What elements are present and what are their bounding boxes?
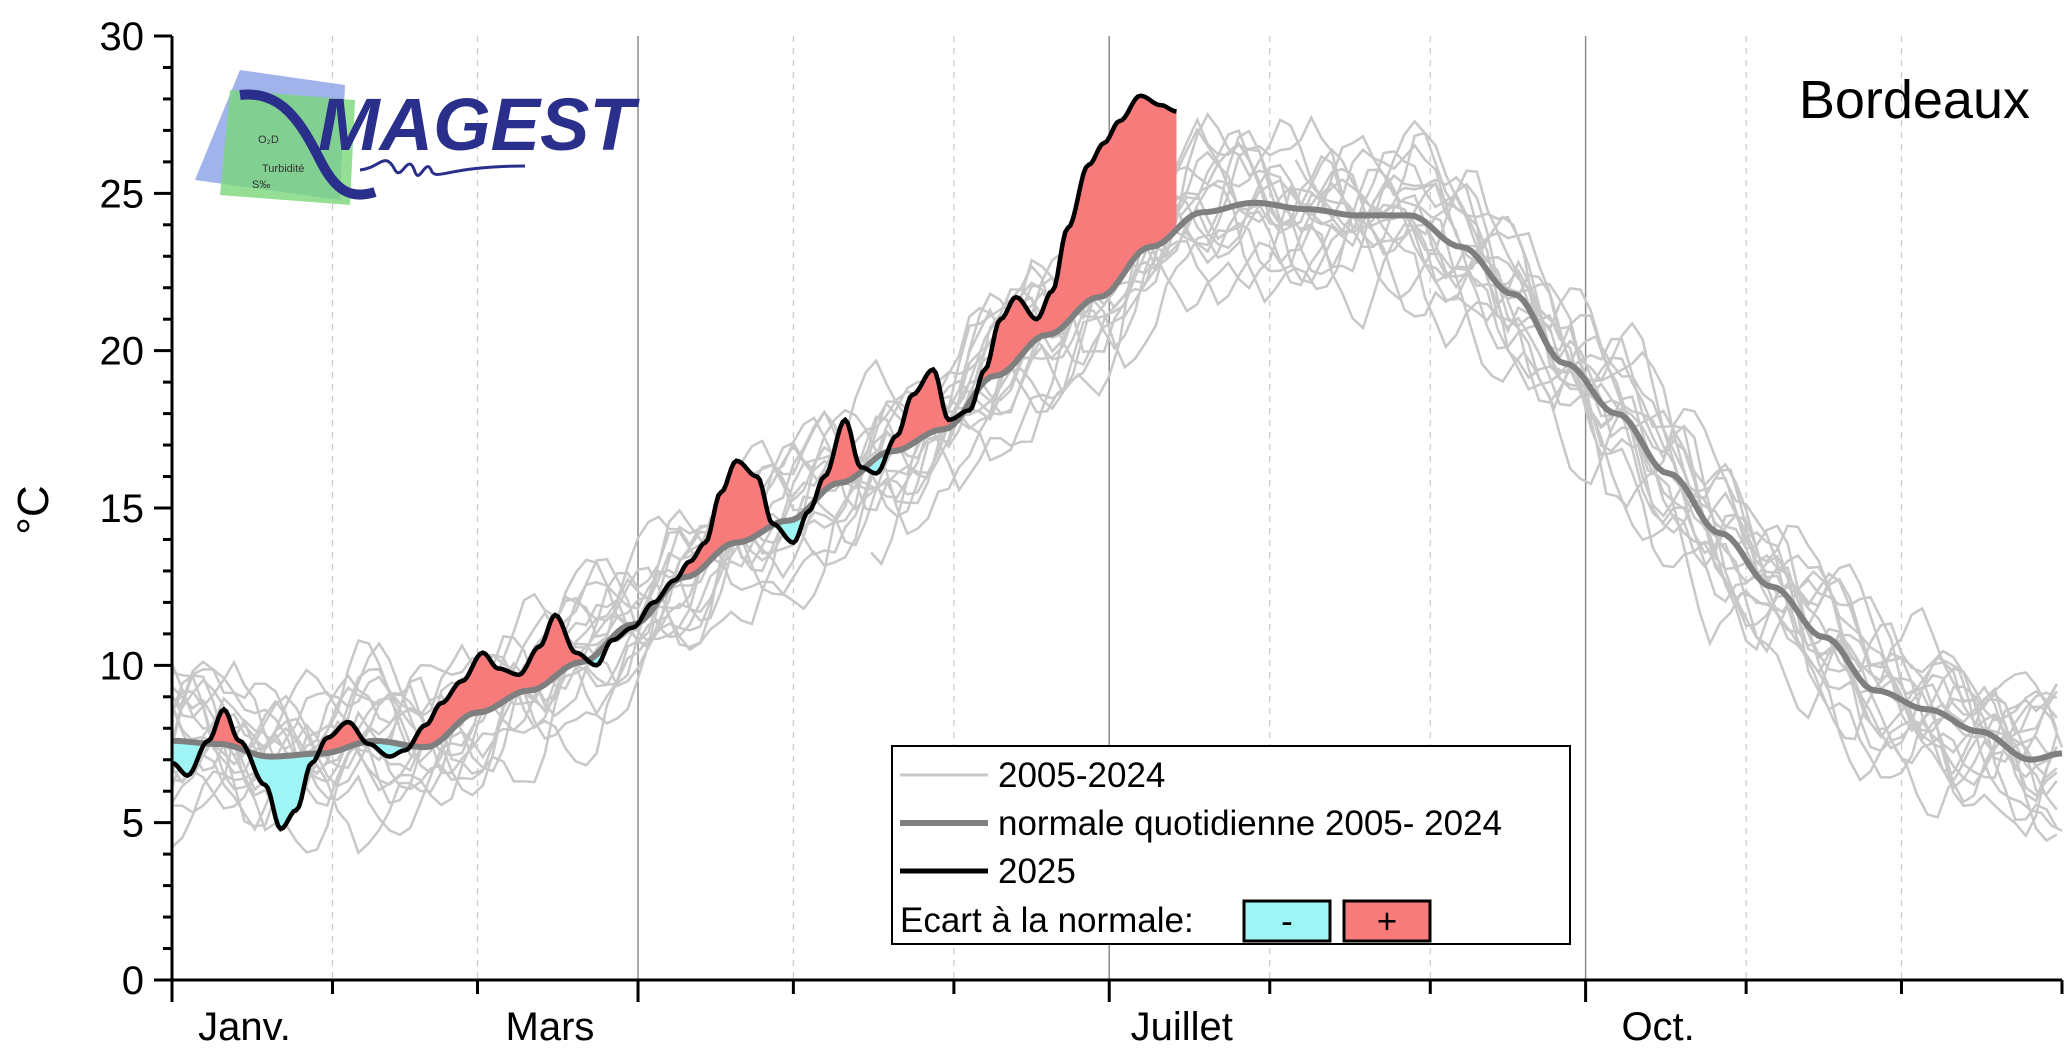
y-tick-label: 15 [100,487,145,531]
normal-line [172,199,2063,763]
legend-label-deviation: Ecart à la normale: [900,901,1194,940]
legend-swatch-negative [1242,899,1332,943]
y-tick-label: 25 [100,172,145,216]
chart-title: Bordeaux [1799,70,2030,130]
current-line [171,93,1177,832]
historical-line [870,168,2064,819]
legend-label-current: 2025 [998,852,1076,891]
legend-label-historical: 2005-2024 [998,756,1165,795]
positive-deviation-area [319,722,364,754]
x-tick-label: Oct. [1621,1005,1694,1049]
positive-deviation-area [977,95,1177,391]
legend-label-normal: normale quotidienne 2005- 2024 [998,804,1502,843]
historical-line [170,112,2058,832]
legend-swatch-positive [1342,899,1432,943]
logo-text: MAGEST [318,83,640,166]
legend-symbol-positive: + [1377,902,1397,941]
legend-box [891,745,1571,945]
logo-label-salinity: S‰ [252,179,270,191]
y-tick-label: 20 [100,330,145,374]
x-tick-label: Juillet [1131,1005,1233,1049]
historical-line [170,129,2059,854]
historical-line [171,128,2058,815]
legend: 2005-2024 normale quotidienne 2005- 2024… [891,745,1571,945]
x-tick-label: Janv. [198,1005,291,1049]
negative-deviation-area [249,752,317,829]
y-tick-label: 5 [122,802,144,846]
current-series-2025 [171,93,1177,832]
logo-label-o2d: O₂D [258,134,279,146]
y-axis-label: °C [9,485,58,534]
x-tick-label: Mars [506,1005,595,1049]
normal-series [172,199,2063,763]
y-tick-label: 10 [100,644,145,688]
legend-symbol-negative: - [1281,902,1293,941]
positive-deviation-area [889,369,962,452]
logo-label-turbidite: Turbidité [262,163,304,175]
magest-logo: MAGEST O₂D Turbidité S‰ [195,70,640,205]
y-tick-label: 0 [122,959,144,1003]
y-tick-label: 30 [100,15,145,59]
positive-deviation-area [412,615,587,748]
